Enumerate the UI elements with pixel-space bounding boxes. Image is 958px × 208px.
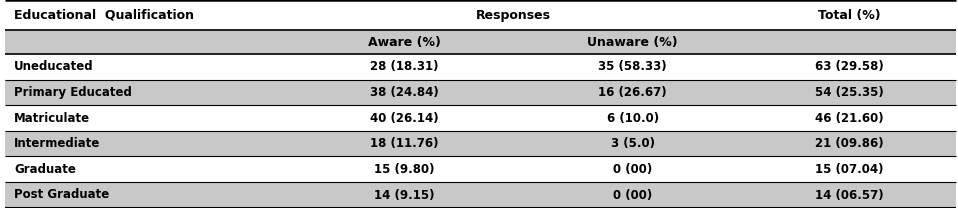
Bar	[5, 30, 956, 54]
Text: Educational  Qualification: Educational Qualification	[14, 9, 194, 22]
Text: 38 (24.84): 38 (24.84)	[370, 86, 439, 99]
Bar	[5, 182, 285, 208]
Bar	[5, 80, 956, 105]
Text: 0 (00): 0 (00)	[613, 188, 652, 202]
Text: Uneducated: Uneducated	[14, 60, 94, 73]
Text: Total (%): Total (%)	[818, 9, 880, 22]
Bar	[742, 182, 956, 208]
Bar	[285, 80, 523, 105]
Bar	[5, 156, 956, 182]
Bar	[523, 30, 742, 54]
Text: 16 (26.67): 16 (26.67)	[599, 86, 667, 99]
Bar	[285, 182, 523, 208]
Bar	[5, 54, 285, 80]
Bar	[5, 54, 956, 80]
Text: Matriculate: Matriculate	[14, 111, 90, 125]
Text: Intermediate: Intermediate	[14, 137, 101, 150]
Bar	[5, 131, 956, 156]
Text: 14 (06.57): 14 (06.57)	[814, 188, 883, 202]
Text: 3 (5.0): 3 (5.0)	[610, 137, 654, 150]
Text: 15 (07.04): 15 (07.04)	[815, 163, 883, 176]
Bar	[523, 131, 742, 156]
Bar	[742, 54, 956, 80]
Text: 6 (10.0): 6 (10.0)	[606, 111, 659, 125]
Text: 63 (29.58): 63 (29.58)	[814, 60, 883, 73]
Bar	[523, 105, 742, 131]
Bar	[742, 156, 956, 182]
Text: 15 (9.80): 15 (9.80)	[374, 163, 435, 176]
Bar	[5, 131, 285, 156]
Text: Graduate: Graduate	[14, 163, 77, 176]
Bar	[285, 131, 523, 156]
Bar	[285, 105, 523, 131]
Text: Post Graduate: Post Graduate	[14, 188, 109, 202]
Bar	[5, 156, 285, 182]
Text: 40 (26.14): 40 (26.14)	[370, 111, 439, 125]
Bar	[742, 0, 956, 30]
Bar	[523, 54, 742, 80]
Bar	[5, 182, 956, 208]
Text: Unaware (%): Unaware (%)	[587, 36, 678, 49]
Text: 0 (00): 0 (00)	[613, 163, 652, 176]
Bar	[5, 80, 285, 105]
Bar	[285, 30, 523, 54]
Bar	[5, 0, 956, 30]
Text: Aware (%): Aware (%)	[368, 36, 441, 49]
Bar	[5, 0, 285, 30]
Text: 28 (18.31): 28 (18.31)	[370, 60, 439, 73]
Text: 54 (25.35): 54 (25.35)	[814, 86, 883, 99]
Bar	[285, 156, 523, 182]
Bar	[5, 105, 956, 131]
Bar	[5, 105, 285, 131]
Text: 46 (21.60): 46 (21.60)	[814, 111, 883, 125]
Bar	[742, 105, 956, 131]
Bar	[742, 80, 956, 105]
Text: 21 (09.86): 21 (09.86)	[814, 137, 883, 150]
Bar	[285, 0, 742, 30]
Bar	[523, 182, 742, 208]
Text: Responses: Responses	[476, 9, 551, 22]
Text: 14 (9.15): 14 (9.15)	[374, 188, 435, 202]
Bar	[523, 80, 742, 105]
Text: 35 (58.33): 35 (58.33)	[599, 60, 667, 73]
Bar	[285, 54, 523, 80]
Text: Primary Educated: Primary Educated	[14, 86, 132, 99]
Text: 18 (11.76): 18 (11.76)	[370, 137, 439, 150]
Bar	[742, 131, 956, 156]
Bar	[523, 156, 742, 182]
